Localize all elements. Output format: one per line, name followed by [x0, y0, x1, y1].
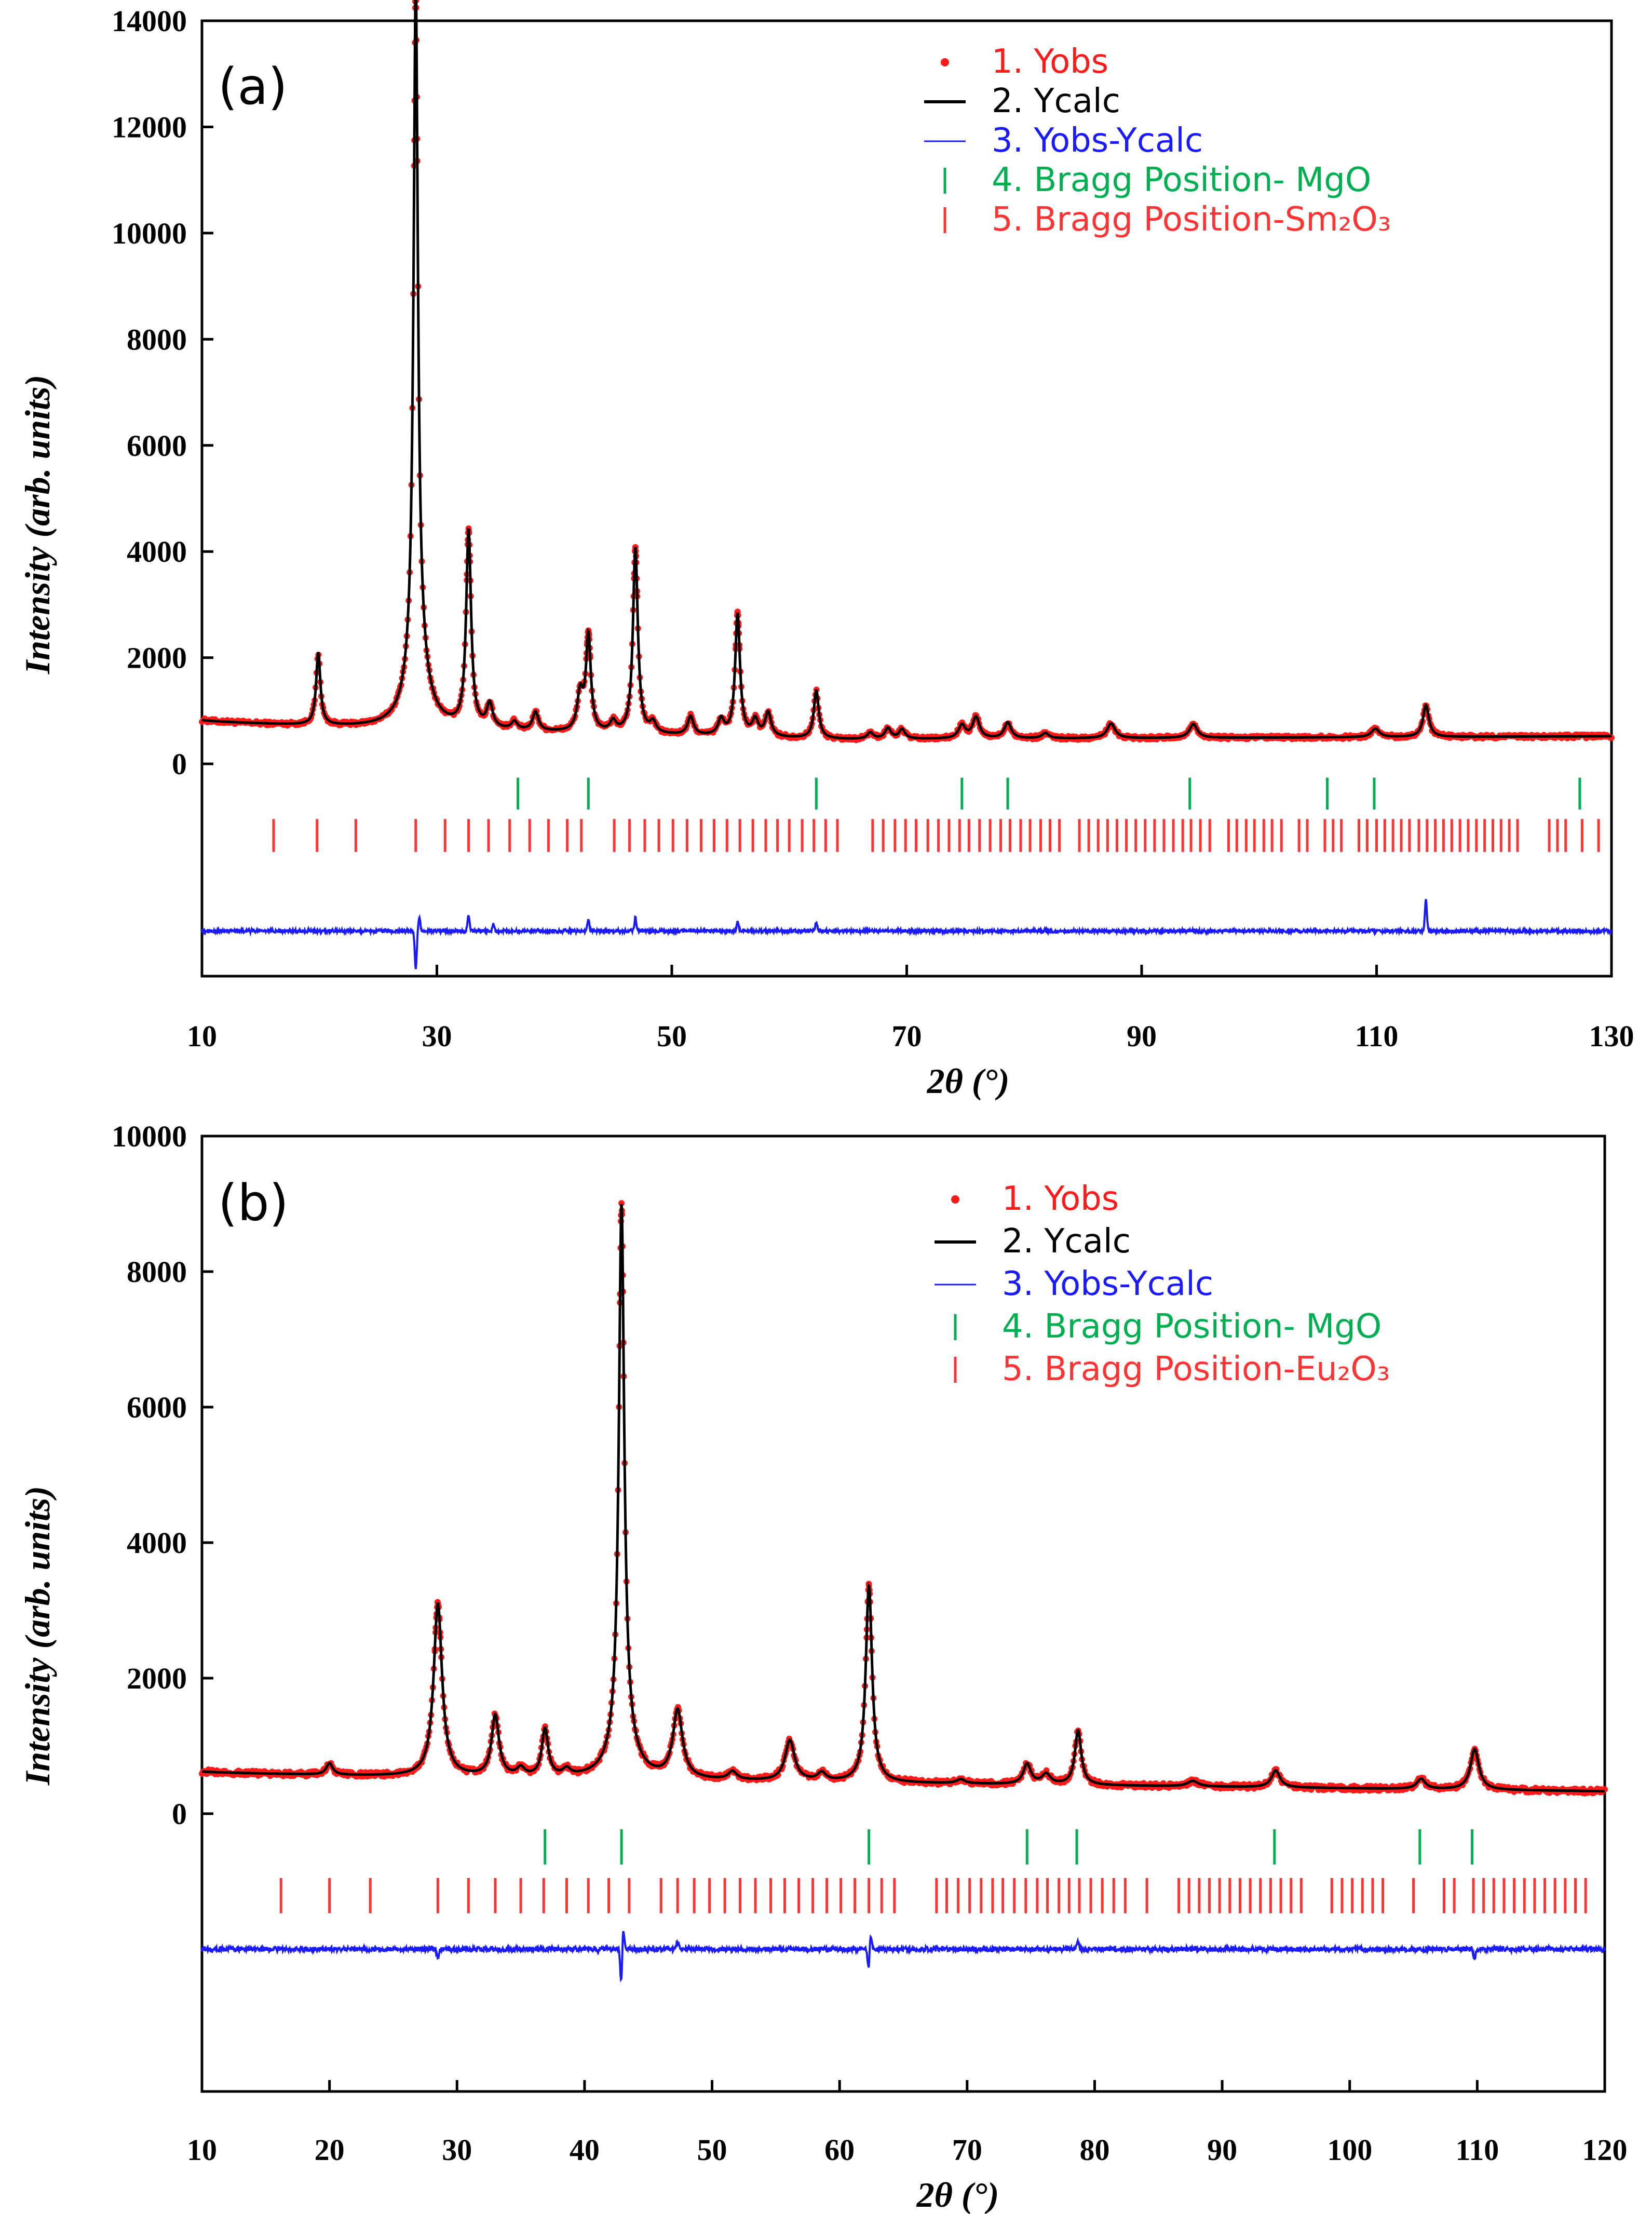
x-tick-label: 110	[1355, 1019, 1399, 1053]
legend-label: 3. Yobs-Ycalc	[1002, 1265, 1213, 1303]
y-tick-label: 8000	[127, 1255, 187, 1289]
panel-a-diff-line	[201, 899, 1613, 969]
legend-label: 4. Bragg Position- MgO	[992, 161, 1371, 199]
x-tick-label: 60	[824, 2133, 855, 2167]
x-tick-label: 70	[952, 2133, 982, 2167]
x-tick-label: 70	[892, 1019, 922, 1053]
panel-a-y-ticks: 0 2000 4000 6000 8000 10000 12000 14000	[112, 4, 213, 781]
panel-b-x-ticks: 10 20 30 40 50 60 70 80 90 100 110 120	[187, 2080, 1628, 2167]
y-tick-label: 10000	[112, 1119, 187, 1153]
y-tick-label: 10000	[112, 217, 187, 250]
y-tick-label: 6000	[127, 429, 187, 463]
x-tick-label: 20	[315, 2133, 345, 2167]
legend-marker	[941, 58, 949, 66]
y-tick-label: 0	[172, 1797, 187, 1831]
panel-b-ylabel: Intensity (arb. units)	[18, 1486, 57, 1786]
x-tick-label: 110	[1455, 2133, 1499, 2167]
y-tick-label: 14000	[112, 4, 187, 38]
x-tick-label: 120	[1582, 2133, 1628, 2167]
x-tick-label: 90	[1207, 2133, 1237, 2167]
panel-a-xlabel: 2θ (°)	[927, 1061, 1010, 1101]
x-tick-label: 90	[1127, 1019, 1157, 1053]
panel-b-label: (b)	[218, 1174, 289, 1232]
x-tick-label: 30	[442, 2133, 472, 2167]
panel-b-calc-line	[201, 1204, 1605, 1793]
panel-a-ylabel: Intensity (arb. units)	[18, 375, 57, 674]
panel-a-calc-line	[201, 0, 1612, 740]
y-tick-label: 12000	[112, 110, 187, 144]
y-tick-label: 0	[172, 747, 187, 781]
panel-b-xlabel: 2θ (°)	[916, 2175, 999, 2214]
panel-a-obs-points	[199, 0, 1615, 744]
panel-b: 0 2000 4000 6000 8000 10000 10 20 30 40 50 60 70 80 9…	[18, 1119, 1628, 2214]
legend-label: 1. Yobs	[1002, 1180, 1119, 1218]
x-tick-label: 100	[1327, 2133, 1372, 2167]
legend-label: 1. Yobs	[992, 43, 1108, 81]
panel-a-x-ticks: 10 30 50 70 90 110 130	[187, 965, 1634, 1053]
legend-label: 3. Yobs-Ycalc	[992, 122, 1203, 160]
y-tick-label: 6000	[127, 1391, 187, 1424]
panel-a: 0 2000 4000 6000 8000 10000 12000 14000 10 30 50 7…	[18, 0, 1634, 1101]
panel-a-bragg-mgo-ticks	[517, 777, 1581, 810]
x-tick-label: 40	[570, 2133, 600, 2167]
panel-b-y-ticks: 0 2000 4000 6000 8000 10000	[112, 1119, 213, 1831]
y-tick-label: 4000	[127, 535, 187, 569]
x-tick-label: 50	[697, 2133, 727, 2167]
panel-b-diff-line	[201, 1931, 1606, 1983]
y-tick-label: 8000	[127, 322, 187, 356]
x-tick-label: 130	[1589, 1019, 1634, 1053]
x-tick-label: 10	[187, 2133, 217, 2167]
y-tick-label: 2000	[127, 641, 187, 675]
legend-marker	[951, 1195, 959, 1204]
x-tick-label: 50	[657, 1019, 687, 1053]
x-tick-label: 30	[422, 1019, 452, 1053]
legend-label: 2. Ycalc	[1002, 1222, 1131, 1261]
legend-label: 5. Bragg Position-Sm₂O₃	[992, 200, 1391, 239]
x-tick-label: 80	[1079, 2133, 1109, 2167]
x-tick-label: 10	[187, 1019, 217, 1053]
legend-label: 5. Bragg Position-Eu₂O₃	[1002, 1350, 1390, 1388]
panel-b-obs-points	[199, 1200, 1608, 1797]
panel-b-bragg-oxide-ticks	[279, 1878, 1587, 1913]
legend-label: 4. Bragg Position- MgO	[1002, 1307, 1382, 1346]
panel-b-legend: 1. Yobs 2. Ycalc 3. Yobs-Ycalc 4. Bragg Pos…	[935, 1180, 1390, 1388]
y-tick-label: 2000	[127, 1662, 187, 1695]
y-tick-label: 4000	[127, 1526, 187, 1560]
legend-label: 2. Ycalc	[992, 82, 1120, 120]
panel-b-bragg-mgo-ticks	[544, 1829, 1474, 1865]
panel-a-label: (a)	[218, 58, 288, 116]
panel-a-bragg-oxide-ticks	[272, 819, 1600, 852]
